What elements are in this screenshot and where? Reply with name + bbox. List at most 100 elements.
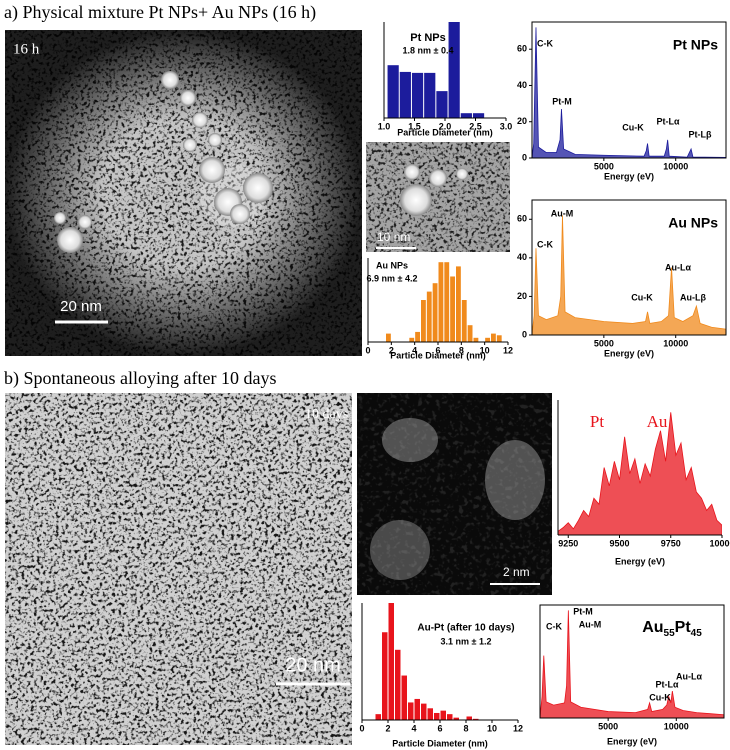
- x-tick-label: 10000: [709, 538, 730, 548]
- bar: [415, 331, 420, 342]
- y-tick-label: 20: [517, 291, 527, 301]
- panel-a-label: a) Physical mixture Pt NPs+ Au NPs (16 h…: [4, 2, 316, 23]
- chart: 0 2 4 6 8 10 12 Particle Diameter (nm) Au-Pt (af…: [359, 603, 523, 748]
- bar: [434, 712, 440, 720]
- scale-label: 20 nm: [60, 298, 102, 315]
- peak-label: Cu-K: [622, 122, 644, 132]
- x-tick-label: 1.0: [378, 121, 391, 131]
- bar: [375, 714, 381, 720]
- chart-title: Pt NPs: [673, 37, 718, 53]
- bar: [491, 333, 496, 342]
- bar: [414, 698, 420, 720]
- chart-title: Au NPs: [376, 260, 408, 270]
- bar: [399, 71, 411, 118]
- bar: [395, 649, 401, 720]
- x-tick-label: 2: [385, 723, 390, 733]
- chart-subtitle: 1.8 nm ± 0.4: [403, 45, 454, 55]
- bar: [473, 718, 479, 720]
- peak-label: Pt-Lα: [655, 679, 678, 689]
- inset-a: 10 nm: [366, 142, 510, 252]
- x-tick-label: 6: [437, 723, 442, 733]
- x-axis-label: Energy (eV): [604, 348, 654, 358]
- bar: [436, 91, 448, 118]
- bar: [448, 22, 460, 118]
- x-tick-label: 5000: [594, 338, 614, 348]
- bar: [444, 262, 450, 342]
- scale-label: 10 nm: [377, 230, 410, 244]
- y-tick-label: 40: [517, 80, 527, 90]
- bar: [426, 291, 432, 342]
- bar: [427, 708, 433, 720]
- peak-label: Pt-Lβ: [689, 129, 712, 139]
- bar: [421, 703, 427, 720]
- bar: [456, 266, 461, 342]
- chart-subtitle: 6.9 nm ± 4.2: [367, 273, 418, 283]
- x-tick-label: 2.5: [469, 121, 482, 131]
- peak-label: Pt: [590, 412, 604, 431]
- peak-label: Pt-M: [573, 606, 593, 616]
- peak-label: C-K: [537, 239, 553, 249]
- x-tick-label: 12: [503, 345, 513, 355]
- bar: [461, 300, 467, 342]
- bar: [438, 262, 444, 342]
- x-tick-label: 12: [513, 723, 523, 733]
- x-tick-label: 10: [487, 723, 497, 733]
- x-tick-label: 6: [435, 345, 440, 355]
- spectrum: [532, 27, 726, 158]
- bar: [386, 333, 391, 342]
- bar: [447, 714, 453, 720]
- bar: [440, 710, 446, 720]
- peak-label: Pt-Lα: [656, 116, 679, 126]
- bar: [409, 337, 415, 342]
- peak-label: Au-Lα: [665, 262, 691, 272]
- panel-b-label: b) Spontaneous alloying after 10 days: [4, 368, 276, 389]
- bar: [411, 72, 424, 118]
- time-label: 10 days: [305, 407, 348, 422]
- x-tick-label: 10000: [663, 161, 688, 171]
- x-axis-label: Energy (eV): [615, 556, 665, 566]
- chart-title: Au-Pt (after 10 days): [417, 623, 514, 634]
- scale-label: 20 nm: [285, 654, 341, 676]
- x-tick-label: 4: [411, 723, 416, 733]
- chart: 5000 10000 Energy (eV) Au55Pt45 C-K Pt-M Au-M P…: [539, 604, 725, 746]
- peak-label: Au-Lβ: [680, 292, 706, 302]
- y-tick-label: 20: [517, 116, 527, 126]
- peak-label: C-K: [537, 38, 553, 48]
- chart-subtitle: 3.1 nm ± 1.2: [441, 636, 492, 646]
- x-axis-label: Particle Diameter (nm): [390, 350, 486, 360]
- x-tick-label: 10: [480, 345, 490, 355]
- x-tick-label: 9250: [558, 538, 578, 548]
- bar: [387, 65, 399, 118]
- x-tick-label: 1.5: [408, 121, 421, 131]
- bar: [496, 335, 502, 342]
- peak-label: Pt-M: [552, 96, 572, 106]
- bar: [382, 632, 388, 720]
- x-tick-label: 2.0: [439, 121, 452, 131]
- title-part: 55: [664, 628, 676, 639]
- bar: [466, 716, 472, 720]
- y-tick-label: 60: [517, 214, 527, 224]
- inset-b: 2 nm: [357, 393, 552, 595]
- title-part: Au: [642, 619, 663, 636]
- x-tick-label: 10000: [664, 721, 689, 731]
- x-tick-label: 2: [389, 345, 394, 355]
- chart-title: Au55Pt45: [642, 619, 702, 638]
- micrograph-a: 16 h 20 nm: [5, 30, 362, 356]
- peak-label: Au: [647, 412, 668, 431]
- x-tick-label: 5000: [598, 721, 618, 731]
- x-tick-label: 9750: [661, 538, 681, 548]
- peak-label: Cu-K: [649, 692, 671, 702]
- y-tick-label: 60: [517, 44, 527, 54]
- plot-frame: [539, 604, 725, 719]
- scale-label: 2 nm: [503, 565, 530, 579]
- spectrum: [532, 215, 726, 335]
- bar: [472, 113, 485, 118]
- x-tick-label: 0: [359, 723, 364, 733]
- peak-label: Au-Lα: [676, 671, 702, 681]
- title-part: 45: [691, 628, 703, 639]
- spectrum: [558, 412, 722, 535]
- y-tick-label: 0: [522, 152, 527, 162]
- bar: [401, 675, 407, 720]
- bar: [421, 300, 426, 342]
